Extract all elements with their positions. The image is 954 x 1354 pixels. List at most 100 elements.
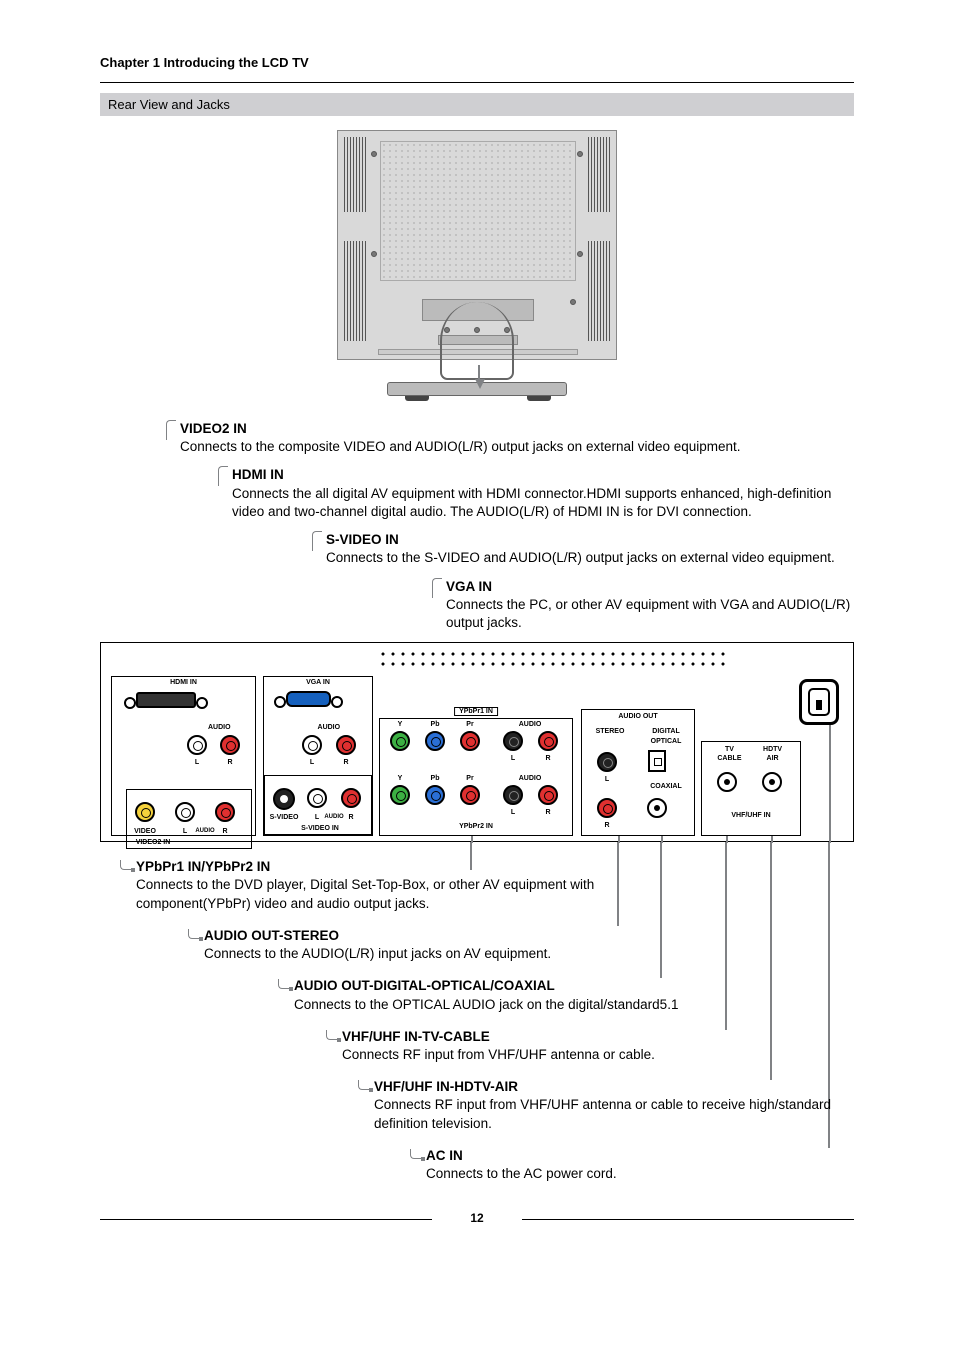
- label-ypbpr1: YPbPr1 IN: [454, 707, 498, 716]
- desc-title: AUDIO OUT-DIGITAL-OPTICAL/COAXIAL: [294, 977, 854, 995]
- jack-pb: [425, 785, 445, 805]
- jack-pb: [425, 731, 445, 751]
- label-r: R: [222, 828, 227, 835]
- desc-hdmi: HDMI IN Connects the all digital AV equi…: [232, 466, 854, 521]
- jack-y: [390, 785, 410, 805]
- divider: [100, 82, 854, 83]
- label-r: R: [348, 814, 353, 821]
- optical-port-icon: [648, 750, 666, 772]
- label-audio: AUDIO: [208, 724, 231, 731]
- desc-body: Connects to the AUDIO(L/R) input jacks o…: [204, 946, 551, 961]
- label-svideo-in: S-VIDEO IN: [301, 825, 339, 832]
- label-digital: DIGITAL: [652, 728, 679, 735]
- desc-body: Connects RF input from VHF/UHF antenna o…: [342, 1047, 655, 1062]
- label-optical: OPTICAL: [651, 738, 682, 745]
- desc-audio-out-stereo: AUDIO OUT-STEREO Connects to the AUDIO(L…: [204, 927, 854, 963]
- desc-title: YPbPr1 IN/YPbPr2 IN: [136, 858, 854, 876]
- desc-body: Connects the all digital AV equipment wi…: [232, 485, 854, 521]
- label-vga-in: VGA IN: [306, 679, 330, 686]
- jack-audio-l: [307, 788, 327, 808]
- jack-audio-r: [538, 785, 558, 805]
- jack-audio-r: [341, 788, 361, 808]
- label-vhf-uhf-in: VHF/UHF IN: [731, 812, 770, 819]
- coaxial-port-icon: [647, 798, 667, 818]
- group-hdmi: HDMI IN AUDIO L R VIDEO L AUDIO R VIDEO2…: [111, 676, 256, 836]
- desc-body: Connects RF input from VHF/UHF antenna o…: [374, 1096, 834, 1132]
- label-air: AIR: [767, 755, 779, 762]
- group-svideo-sub: S-VIDEO L AUDIO R S-VIDEO IN: [264, 775, 372, 835]
- label-video: VIDEO: [134, 828, 156, 835]
- desc-audio-out-digital: AUDIO OUT-DIGITAL-OPTICAL/COAXIAL Connec…: [294, 977, 854, 1013]
- jack-audio-r: [220, 735, 240, 755]
- tv-rear-illustration: [327, 130, 627, 410]
- label-l: L: [195, 759, 199, 766]
- jack-video: [135, 802, 155, 822]
- group-ypbpr: YPbPr1 IN Y Pb Pr AUDIO L R Y Pb Pr AUDI…: [379, 718, 573, 836]
- label-audio: AUDIO: [324, 814, 343, 820]
- hdmi-port-icon: [136, 692, 196, 708]
- group-audio-out: AUDIO OUT STEREO DIGITAL OPTICAL L COAXI…: [581, 709, 695, 836]
- desc-title: AUDIO OUT-STEREO: [204, 927, 854, 945]
- jack-audio-l: [503, 785, 523, 805]
- label-y: Y: [398, 721, 403, 728]
- label-r: R: [545, 809, 550, 816]
- ant-tv-cable: [717, 772, 737, 792]
- jack-y: [390, 731, 410, 751]
- label-l: L: [511, 809, 515, 816]
- label-l: L: [605, 776, 609, 783]
- desc-title: S-VIDEO IN: [326, 531, 854, 549]
- page-number: 12: [100, 1211, 854, 1225]
- desc-svideo: S-VIDEO IN Connects to the S-VIDEO and A…: [326, 531, 854, 567]
- jack-pr: [460, 731, 480, 751]
- group-antenna: TV CABLE HDTV AIR VHF/UHF IN: [701, 741, 801, 836]
- jack-audio-r: [538, 731, 558, 751]
- label-stereo: STEREO: [596, 728, 625, 735]
- jack-audio-r: [336, 735, 356, 755]
- jack-pr: [460, 785, 480, 805]
- label-audio: AUDIO: [519, 721, 542, 728]
- label-pr: Pr: [466, 775, 473, 782]
- desc-body: Connects the PC, or other AV equipment w…: [446, 596, 854, 632]
- label-audio-out: AUDIO OUT: [618, 713, 657, 720]
- desc-body: Connects to the AC power cord.: [426, 1166, 617, 1181]
- label-svideo: S-VIDEO: [270, 814, 299, 821]
- label-audio: AUDIO: [318, 724, 341, 731]
- label-ypbpr2: YPbPr2 IN: [459, 823, 493, 830]
- label-audio: AUDIO: [195, 828, 214, 834]
- label-y: Y: [398, 775, 403, 782]
- desc-title: VGA IN: [446, 578, 854, 596]
- section-heading: Rear View and Jacks: [100, 93, 854, 116]
- group-video2: VIDEO L AUDIO R VIDEO2 IN: [126, 789, 252, 849]
- desc-title: VIDEO2 IN: [180, 420, 854, 438]
- chapter-title: Chapter 1 Introducing the LCD TV: [100, 55, 854, 70]
- desc-ac-in: AC IN Connects to the AC power cord.: [426, 1147, 854, 1183]
- desc-body: Connects to the OPTICAL AUDIO jack on th…: [294, 997, 678, 1012]
- desc-title: VHF/UHF IN-HDTV-AIR: [374, 1078, 854, 1096]
- label-pb: Pb: [431, 775, 440, 782]
- label-r: R: [227, 759, 232, 766]
- label-pr: Pr: [466, 721, 473, 728]
- label-cable: CABLE: [717, 755, 741, 762]
- desc-body: Connects to the S-VIDEO and AUDIO(L/R) o…: [326, 549, 854, 567]
- desc-vhf-hdtv-air: VHF/UHF IN-HDTV-AIR Connects RF input fr…: [374, 1078, 854, 1133]
- jack-stereo-l: [597, 752, 617, 772]
- desc-title: AC IN: [426, 1147, 854, 1165]
- svideo-port-icon: [273, 788, 295, 810]
- ant-hdtv-air: [762, 772, 782, 792]
- jack-audio-l: [187, 735, 207, 755]
- jack-panel: HDMI IN AUDIO L R VIDEO L AUDIO R VIDEO2…: [100, 642, 854, 842]
- jack-audio-l: [503, 731, 523, 751]
- jack-audio-l: [175, 802, 195, 822]
- desc-title: HDMI IN: [232, 466, 854, 484]
- label-l: L: [310, 759, 314, 766]
- label-l: L: [315, 814, 319, 821]
- ac-in-port-icon: [799, 679, 839, 725]
- label-r: R: [604, 822, 609, 829]
- label-hdtv: HDTV: [763, 746, 782, 753]
- desc-video2: VIDEO2 IN Connects to the composite VIDE…: [180, 420, 854, 456]
- desc-body: Connects to the composite VIDEO and AUDI…: [180, 438, 854, 456]
- label-r: R: [545, 755, 550, 762]
- label-pb: Pb: [431, 721, 440, 728]
- label-l: L: [183, 828, 187, 835]
- desc-ypbpr: YPbPr1 IN/YPbPr2 IN Connects to the DVD …: [136, 858, 854, 913]
